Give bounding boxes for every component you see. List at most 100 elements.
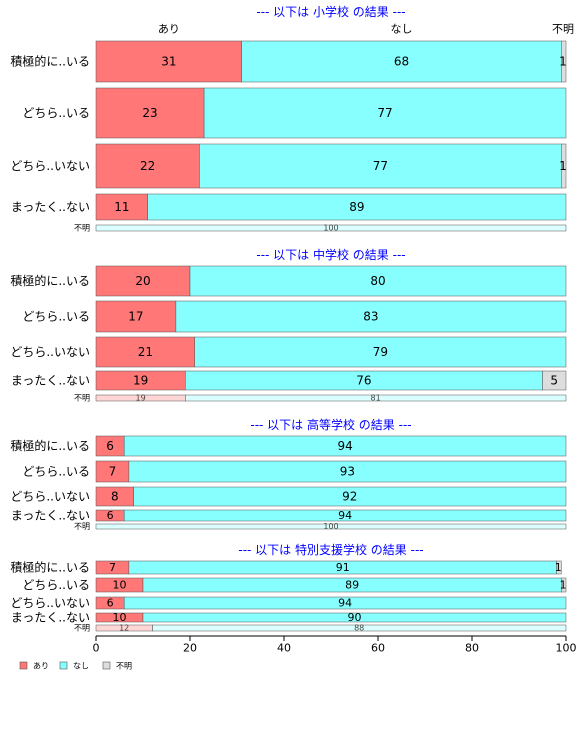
data-label-ari: 19 xyxy=(136,394,146,403)
row-label: 不明 xyxy=(74,624,90,633)
row-label: どちら..いない xyxy=(10,490,90,504)
data-label-ari: 8 xyxy=(111,490,119,504)
data-label-fumei: 5 xyxy=(550,374,558,388)
data-label-ari: 31 xyxy=(161,55,176,69)
top-category-label-fumei: 不明 xyxy=(552,23,574,36)
bar-segment-ari xyxy=(95,143,200,189)
x-tick-label: 60 xyxy=(371,642,385,655)
bar-segment-nashi xyxy=(194,336,567,368)
bar-segment-fumei xyxy=(556,560,562,575)
data-label-ari: 22 xyxy=(140,159,155,173)
row-label: 積極的に..いる xyxy=(10,438,90,453)
top-category-label-nashi: なし xyxy=(391,23,413,36)
bar-segment-ari xyxy=(95,265,191,297)
data-label-fumei: 1 xyxy=(560,579,567,592)
data-label-ari: 17 xyxy=(128,310,143,324)
data-label-ari: 11 xyxy=(114,200,129,214)
row-label: 不明 xyxy=(74,394,90,403)
row-label: どちら..いる xyxy=(22,465,90,479)
x-tick-label: 20 xyxy=(183,642,197,655)
data-label-ari: 7 xyxy=(109,561,116,574)
bar-segment-ari xyxy=(95,40,242,83)
row-label: どちら..いる xyxy=(22,578,90,592)
legend-label-fumei: 不明 xyxy=(116,662,132,671)
legend-label-ari: あり xyxy=(33,662,49,671)
row-label: どちら..いる xyxy=(22,310,90,324)
data-label-nashi: 68 xyxy=(394,55,409,69)
panel-title: --- 以下は 小学校 の結果 --- xyxy=(256,4,405,19)
x-tick-label: 0 xyxy=(93,642,100,655)
data-label-ari: 12 xyxy=(119,624,129,633)
data-label-nashi: 77 xyxy=(373,159,388,173)
legend-swatch-nashi xyxy=(59,661,68,670)
data-label-ari: 21 xyxy=(138,345,153,359)
bar-segment-fumei xyxy=(561,577,567,593)
row-label: 積極的に..いる xyxy=(10,54,90,69)
data-label-nashi: 88 xyxy=(354,624,364,633)
bar-segment-nashi xyxy=(133,486,567,507)
bar-segment-nashi xyxy=(123,596,567,610)
row-label: 不明 xyxy=(74,224,90,233)
bar-segment-ari xyxy=(95,300,177,333)
x-tick-label: 80 xyxy=(465,642,479,655)
data-label-ari: 6 xyxy=(107,509,114,522)
data-label-ari: 23 xyxy=(142,106,157,120)
legend-swatch-ari xyxy=(19,661,28,670)
x-tick-label: 40 xyxy=(277,642,291,655)
data-label-fumei: 1 xyxy=(555,561,562,574)
bar-segment-nashi xyxy=(152,624,567,632)
data-label-ari: 10 xyxy=(113,579,127,592)
bar-segment-ari xyxy=(95,336,195,368)
bar-segment-fumei xyxy=(561,143,567,189)
bar-segment-nashi xyxy=(95,523,567,530)
data-label-nashi: 89 xyxy=(349,200,364,214)
row-label: どちら..いる xyxy=(22,106,90,120)
data-label-nashi: 100 xyxy=(323,522,338,531)
x-tick-label: 100 xyxy=(556,642,577,655)
data-label-nashi: 76 xyxy=(356,374,371,388)
row-label: どちら..いない xyxy=(10,159,90,173)
data-label-nashi: 100 xyxy=(323,224,338,233)
row-label: どちら..いない xyxy=(10,596,90,610)
panel-title: --- 以下は 特別支援学校 の結果 --- xyxy=(238,542,423,557)
data-label-nashi: 79 xyxy=(373,345,388,359)
bar-segment-ari xyxy=(95,193,148,221)
row-label: まったく..ない xyxy=(11,509,90,523)
bar-segment-nashi xyxy=(175,300,567,333)
data-label-nashi: 94 xyxy=(338,509,352,522)
panel-title: --- 以下は 高等学校 の結果 --- xyxy=(250,417,411,432)
bar-segment-nashi xyxy=(142,612,567,623)
data-label-fumei: 1 xyxy=(559,55,567,69)
panel-title: --- 以下は 中学校 の結果 --- xyxy=(256,247,405,262)
row-label: まったく..ない xyxy=(11,374,90,388)
top-category-label-ari: あり xyxy=(158,23,180,36)
row-label: 不明 xyxy=(74,522,90,531)
bar-segment-nashi xyxy=(199,143,562,189)
legend-label-nashi: なし xyxy=(73,662,89,671)
data-label-fumei: 1 xyxy=(559,159,567,173)
data-label-ari: 6 xyxy=(107,597,114,610)
bar-segment-nashi xyxy=(128,460,567,483)
data-label-ari: 6 xyxy=(106,439,114,453)
data-label-nashi: 81 xyxy=(371,394,381,403)
data-label-ari: 10 xyxy=(113,611,127,624)
bar-segment-fumei xyxy=(561,40,567,83)
data-label-ari: 19 xyxy=(133,374,148,388)
row-label: まったく..ない xyxy=(11,611,90,625)
bar-segment-nashi xyxy=(241,40,562,83)
data-label-nashi: 91 xyxy=(336,561,350,574)
bar-segment-nashi xyxy=(185,394,567,402)
data-label-nashi: 94 xyxy=(337,439,352,453)
data-label-ari: 7 xyxy=(109,465,117,479)
bar-segment-nashi xyxy=(203,87,567,139)
data-label-nashi: 92 xyxy=(342,490,357,504)
data-label-nashi: 94 xyxy=(338,597,352,610)
data-label-nashi: 89 xyxy=(345,579,359,592)
data-label-nashi: 93 xyxy=(340,465,355,479)
bar-segment-nashi xyxy=(147,193,567,221)
data-label-nashi: 83 xyxy=(363,310,378,324)
bar-segment-nashi xyxy=(189,265,567,297)
legend-swatch-fumei xyxy=(102,661,111,670)
